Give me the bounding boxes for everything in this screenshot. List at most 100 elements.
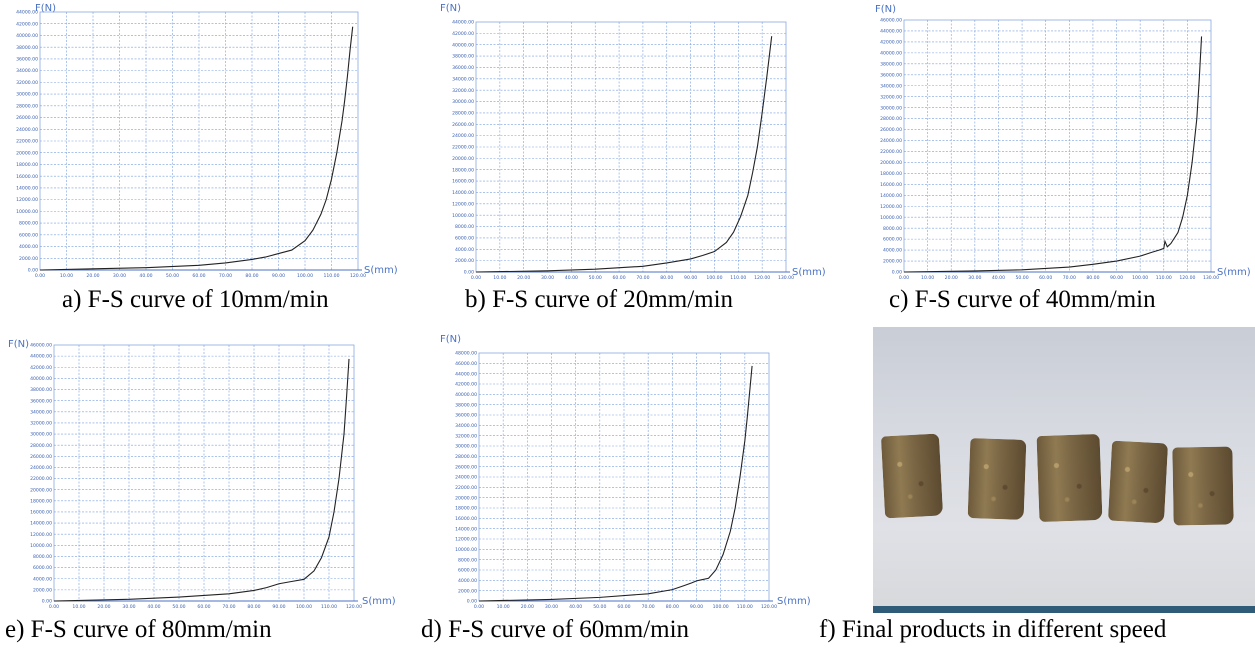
y-tick-label: 6000.00 xyxy=(883,237,902,243)
y-tick-label: 14000.00 xyxy=(452,190,474,196)
y-tick-label: 44000.00 xyxy=(30,354,52,360)
y-tick-label: 32000.00 xyxy=(452,88,474,94)
y-tick-label: 40000.00 xyxy=(880,50,902,56)
y-tick-label: 22000.00 xyxy=(455,485,477,491)
y-tick-label: 28000.00 xyxy=(16,103,38,109)
y-tick-label: 16000.00 xyxy=(880,182,902,188)
y-tick-label: 18000.00 xyxy=(452,167,474,173)
y-tick-label: 0.00 xyxy=(467,599,477,605)
x-tick-label: 40.00 xyxy=(139,273,152,279)
x-tick-label: 90.00 xyxy=(1110,275,1123,281)
x-tick-label: 110.00 xyxy=(737,604,753,610)
caption-b: b) F-S curve of 20mm/min xyxy=(465,286,734,313)
x-tick-label: 10.00 xyxy=(921,275,934,281)
y-tick-label: 18000.00 xyxy=(16,162,38,168)
y-tick-label: 28000.00 xyxy=(880,116,902,122)
y-tick-label: 26000.00 xyxy=(455,464,477,470)
y-tick-label: 12000.00 xyxy=(455,537,477,543)
y-tick-label: 34000.00 xyxy=(30,409,52,415)
photo-bottom-edge xyxy=(873,606,1255,613)
x-tick-label: 60.00 xyxy=(1039,275,1052,281)
y-tick-label: 2000.00 xyxy=(19,256,38,262)
y-tick-label: 16000.00 xyxy=(30,510,52,516)
y-tick-label: 28000.00 xyxy=(30,443,52,449)
y-tick-label: 44000.00 xyxy=(455,371,477,377)
caption-d: d) F-S curve of 60mm/min xyxy=(421,616,690,643)
y-tick-label: 16000.00 xyxy=(455,516,477,522)
y-tick-label: 4000.00 xyxy=(458,578,477,584)
y-tick-label: 14000.00 xyxy=(455,526,477,532)
x-tick-label: 80.00 xyxy=(660,275,673,281)
y-tick-label: 18000.00 xyxy=(30,498,52,504)
y-tick-label: 6000.00 xyxy=(33,565,52,571)
y-tick-label: 40000.00 xyxy=(30,376,52,382)
x-tick-label: 0.00 xyxy=(49,604,59,610)
y-tick-label: 40000.00 xyxy=(452,42,474,48)
y-tick-label: 14000.00 xyxy=(30,521,52,527)
y-tick-label: 34000.00 xyxy=(16,68,38,74)
y-tick-label: 44000.00 xyxy=(880,29,902,35)
y-tick-label: 0.00 xyxy=(892,270,902,276)
y-tick-label: 22000.00 xyxy=(16,139,38,145)
y-tick-label: 26000.00 xyxy=(16,115,38,121)
x-tick-label: 30.00 xyxy=(122,604,135,610)
x-tick-label: 90.00 xyxy=(684,275,697,281)
pellet xyxy=(1107,440,1169,524)
y-tick-label: 8000.00 xyxy=(458,557,477,563)
y-tick-label: 28000.00 xyxy=(455,454,477,460)
y-tick-label: 24000.00 xyxy=(16,127,38,133)
caption-c: c) F-S curve of 40mm/min xyxy=(889,286,1156,313)
y-tick-label: 42000.00 xyxy=(30,365,52,371)
x-tick-label: 90.00 xyxy=(690,604,703,610)
y-tick-label: 38000.00 xyxy=(30,387,52,393)
x-tick-label: 30.00 xyxy=(545,604,558,610)
y-tick-label: 6000.00 xyxy=(458,568,477,574)
y-tick-label: 22000.00 xyxy=(30,476,52,482)
y-tick-label: 18000.00 xyxy=(455,506,477,512)
y-tick-label: 48000.00 xyxy=(455,351,477,357)
y-axis-title: F(N) xyxy=(440,3,461,14)
series-line-f-s xyxy=(39,26,354,271)
y-tick-label: 12000.00 xyxy=(880,204,902,210)
x-tick-label: 40.00 xyxy=(565,275,578,281)
y-tick-label: 16000.00 xyxy=(16,174,38,180)
caption-a: a) F-S curve of 10mm/min xyxy=(62,286,329,313)
caption-f: f) Final products in different speed xyxy=(819,616,1167,643)
y-tick-label: 24000.00 xyxy=(880,138,902,144)
y-tick-label: 0.00 xyxy=(464,270,474,276)
x-tick-label: 50.00 xyxy=(172,604,185,610)
x-axis-title: S(mm) xyxy=(364,265,398,276)
x-tick-label: 20.00 xyxy=(97,604,110,610)
y-tick-label: 2000.00 xyxy=(458,588,477,594)
y-tick-label: 34000.00 xyxy=(452,76,474,82)
y-tick-label: 36000.00 xyxy=(30,398,52,404)
x-tick-label: 70.00 xyxy=(219,273,232,279)
y-tick-label: 38000.00 xyxy=(16,45,38,51)
y-tick-label: 26000.00 xyxy=(452,122,474,128)
y-tick-label: 38000.00 xyxy=(880,61,902,67)
y-tick-label: 34000.00 xyxy=(455,423,477,429)
y-tick-label: 14000.00 xyxy=(16,186,38,192)
y-tick-label: 6000.00 xyxy=(19,232,38,238)
y-tick-label: 20000.00 xyxy=(880,160,902,166)
y-tick-label: 20000.00 xyxy=(16,150,38,156)
x-tick-label: 100.00 xyxy=(706,275,722,281)
y-tick-label: 8000.00 xyxy=(33,554,52,560)
x-tick-label: 110.00 xyxy=(1156,275,1172,281)
x-tick-label: 110.00 xyxy=(730,275,746,281)
y-axis-title: F(N) xyxy=(875,4,896,15)
y-tick-label: 40000.00 xyxy=(16,33,38,39)
y-tick-label: 10000.00 xyxy=(455,547,477,553)
y-tick-label: 34000.00 xyxy=(880,83,902,89)
y-axis-title: F(N) xyxy=(440,334,461,345)
y-axis-title: F(N) xyxy=(35,3,56,14)
y-tick-label: 10000.00 xyxy=(880,215,902,221)
x-tick-label: 30.00 xyxy=(968,275,981,281)
y-tick-label: 36000.00 xyxy=(452,65,474,71)
x-tick-label: 120.00 xyxy=(754,275,770,281)
pellet xyxy=(1036,433,1103,523)
